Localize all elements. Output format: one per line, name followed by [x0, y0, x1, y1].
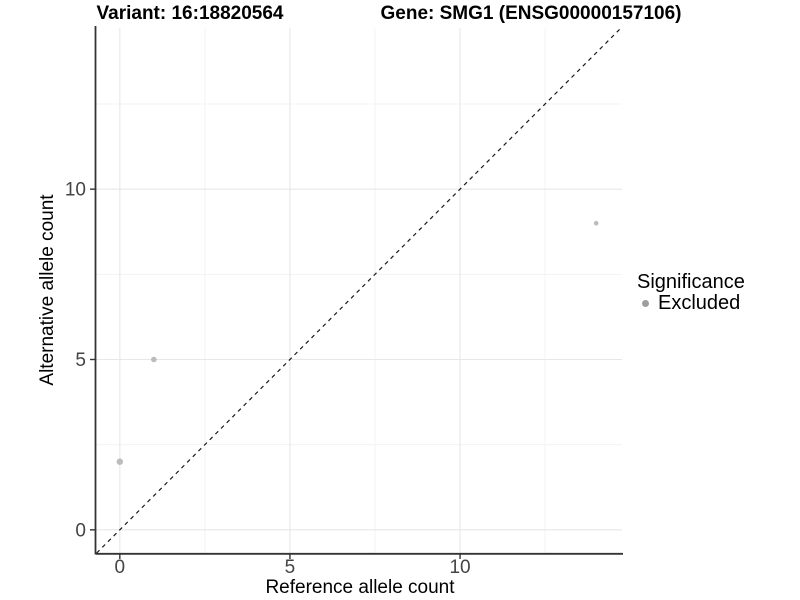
data-point	[593, 220, 599, 226]
y-tick-label: 10	[65, 180, 86, 201]
x-tick-label: 0	[115, 557, 126, 578]
plot-title-variant: Variant: 16:18820564	[96, 3, 284, 24]
legend-item-label: Excluded	[658, 292, 741, 314]
data-point	[151, 356, 157, 363]
legend-title: Significance	[637, 271, 745, 293]
y-tick-label: 0	[75, 520, 86, 541]
legend: Significance Excluded	[637, 271, 745, 314]
x-tick-label: 10	[449, 557, 470, 578]
plot-title-gene: Gene: SMG1 (ENSG00000157106)	[380, 3, 682, 24]
y-tick-label: 5	[75, 350, 86, 371]
legend-point-icon	[642, 300, 649, 307]
data-point	[116, 458, 124, 465]
y-axis-title: Alternative allele count	[37, 194, 58, 386]
x-tick-label: 5	[285, 557, 296, 578]
x-axis-title: Reference allele count	[265, 577, 455, 598]
identity-dashed-line	[96, 27, 622, 554]
legend-item-excluded: Excluded	[637, 293, 745, 314]
